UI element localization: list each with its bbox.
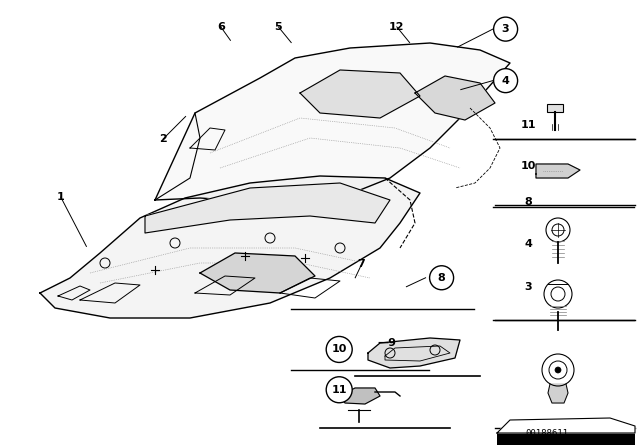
FancyBboxPatch shape — [497, 433, 635, 445]
Polygon shape — [497, 418, 635, 433]
Text: 11: 11 — [520, 121, 536, 130]
Polygon shape — [548, 384, 568, 403]
Polygon shape — [40, 176, 420, 318]
Text: 6: 6 — [217, 22, 225, 32]
Polygon shape — [340, 388, 380, 404]
Polygon shape — [155, 43, 510, 203]
Circle shape — [326, 377, 352, 403]
Circle shape — [493, 69, 518, 93]
FancyBboxPatch shape — [547, 104, 563, 112]
Text: 7: 7 — [358, 259, 365, 269]
Text: 4: 4 — [524, 239, 532, 249]
Text: 00188611: 00188611 — [525, 429, 569, 438]
Text: 2: 2 — [159, 134, 167, 144]
Text: 12: 12 — [389, 22, 404, 32]
Text: 1: 1 — [57, 192, 65, 202]
Circle shape — [555, 367, 561, 373]
Polygon shape — [145, 183, 390, 233]
Text: 5: 5 — [275, 22, 282, 32]
Text: 8: 8 — [438, 273, 445, 283]
Text: 8: 8 — [524, 197, 532, 207]
Text: —9: —9 — [378, 338, 397, 348]
Polygon shape — [300, 70, 420, 118]
Text: 4: 4 — [502, 76, 509, 86]
Circle shape — [493, 17, 518, 41]
Text: 3: 3 — [524, 282, 532, 292]
Circle shape — [429, 266, 454, 290]
Polygon shape — [415, 76, 495, 120]
Text: 11: 11 — [332, 385, 347, 395]
Polygon shape — [536, 164, 580, 178]
Polygon shape — [368, 338, 460, 368]
Text: 10: 10 — [520, 161, 536, 171]
Polygon shape — [200, 253, 315, 293]
Circle shape — [326, 336, 352, 362]
Text: 10: 10 — [332, 345, 347, 354]
Text: 3: 3 — [502, 24, 509, 34]
